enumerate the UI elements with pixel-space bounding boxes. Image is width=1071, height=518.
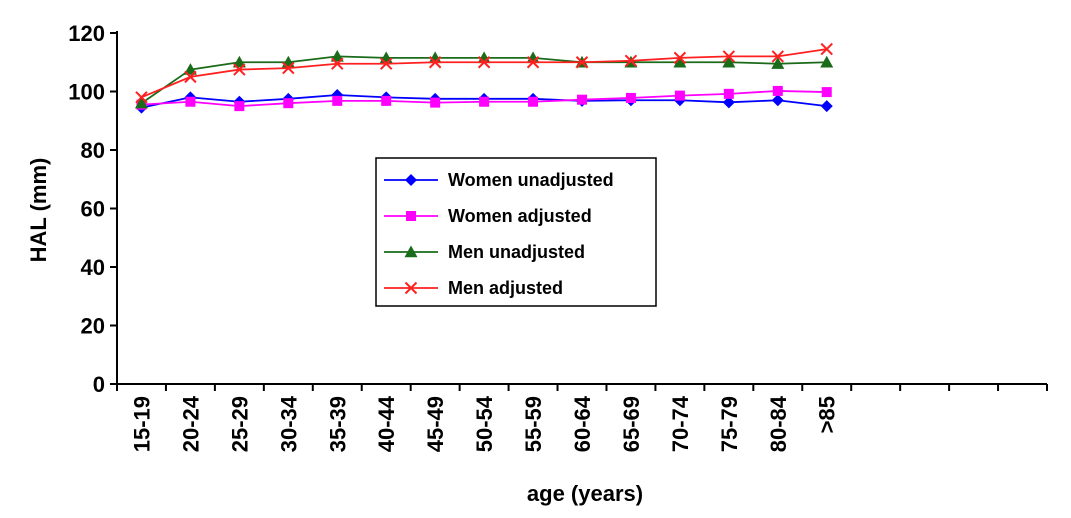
series-men-adjusted [135, 42, 833, 104]
data-point [282, 61, 295, 75]
x-tick-label: 45-49 [423, 396, 448, 452]
data-point [477, 56, 491, 69]
data-point [674, 90, 685, 101]
data-point [185, 96, 196, 107]
data-point [405, 174, 417, 186]
y-tick-label: 0 [93, 372, 105, 397]
legend-label: Men adjusted [448, 278, 563, 298]
legend-item: Men adjusted [384, 278, 563, 298]
series-layer [134, 42, 834, 114]
data-point [722, 55, 736, 68]
x-tick-label: 60-64 [570, 395, 595, 452]
legend-item: Women unadjusted [384, 170, 614, 190]
data-point [722, 50, 736, 63]
data-point [404, 245, 418, 258]
x-tick-label: 75-79 [717, 396, 742, 452]
y-tick-label: 80 [81, 138, 105, 163]
data-point [184, 70, 197, 84]
legend-label: Women adjusted [448, 206, 592, 226]
data-point [624, 54, 638, 67]
data-point [134, 96, 148, 109]
data-point [820, 42, 833, 56]
data-point [526, 56, 540, 69]
legend-box [375, 157, 657, 307]
data-point [723, 88, 734, 99]
y-tick-label: 120 [68, 21, 105, 46]
x-tick-label: 65-69 [619, 396, 644, 452]
y-axis-title: HAL (mm) [26, 158, 51, 263]
data-point [820, 55, 834, 68]
data-point [577, 94, 587, 105]
x-tick-label: 55-59 [521, 396, 546, 452]
data-point [404, 281, 418, 295]
y-tick-label: 60 [81, 197, 105, 222]
x-tick-label: 35-39 [325, 396, 350, 452]
x-tick-label: 20-24 [178, 395, 203, 452]
x-tick-label: 70-74 [668, 395, 693, 452]
data-point [625, 92, 636, 103]
data-point [234, 101, 245, 112]
data-point [330, 49, 344, 62]
data-point [232, 55, 246, 68]
x-tick-label: 30-34 [276, 395, 301, 452]
x-tick-label: 15-19 [129, 396, 154, 452]
data-point [771, 50, 784, 63]
data-point [331, 57, 344, 70]
x-tick-label: 50-54 [472, 395, 497, 452]
legend-label: Men unadjusted [448, 242, 585, 262]
data-point [821, 87, 832, 98]
x-tick-label: >85 [815, 396, 840, 433]
data-point [135, 91, 148, 104]
x-axis: 15-19 20-24 25-29 30-34 35-39 40-44 45-49 50-54… [116, 383, 1048, 452]
legend-item: Men unadjusted [384, 242, 585, 262]
data-point [430, 97, 441, 108]
data-point [283, 98, 294, 109]
data-point [673, 51, 687, 65]
data-point [380, 57, 393, 70]
data-point [575, 56, 589, 69]
data-point [233, 63, 246, 76]
data-point [332, 95, 343, 106]
legend: Women unadjusted Women adjusted Men unadju… [375, 157, 657, 307]
x-axis-title: age (years) [527, 481, 643, 506]
data-point [528, 96, 539, 107]
data-point [381, 95, 392, 106]
data-point [673, 55, 687, 68]
data-point [428, 56, 442, 69]
data-point [406, 211, 416, 221]
y-tick-label: 20 [81, 314, 105, 339]
legend-label: Women unadjusted [448, 170, 614, 190]
data-point [771, 57, 785, 69]
y-axis: 0 20 40 60 80 100 120 [68, 21, 118, 397]
x-tick-label: 40-44 [374, 395, 399, 452]
x-tick-label: 80-84 [766, 395, 791, 452]
x-tick-label: 25-29 [227, 396, 252, 452]
y-tick-label: 40 [81, 255, 105, 280]
data-point [183, 63, 197, 75]
data-point [479, 96, 490, 107]
legend-item: Women adjusted [384, 206, 592, 226]
data-point [772, 85, 783, 96]
y-tick-label: 100 [68, 80, 105, 105]
data-point [771, 94, 784, 107]
data-point [820, 100, 833, 113]
data-point [722, 96, 735, 109]
